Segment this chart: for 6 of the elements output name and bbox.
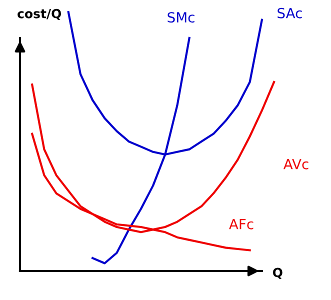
series-label: SMc <box>168 12 194 23</box>
series-label: SAc <box>278 8 302 18</box>
x-axis-title: Q <box>272 268 282 279</box>
series-label: AFc <box>229 218 254 230</box>
y-axis-title: cost/Q <box>18 8 62 20</box>
text: AVc <box>283 159 308 170</box>
